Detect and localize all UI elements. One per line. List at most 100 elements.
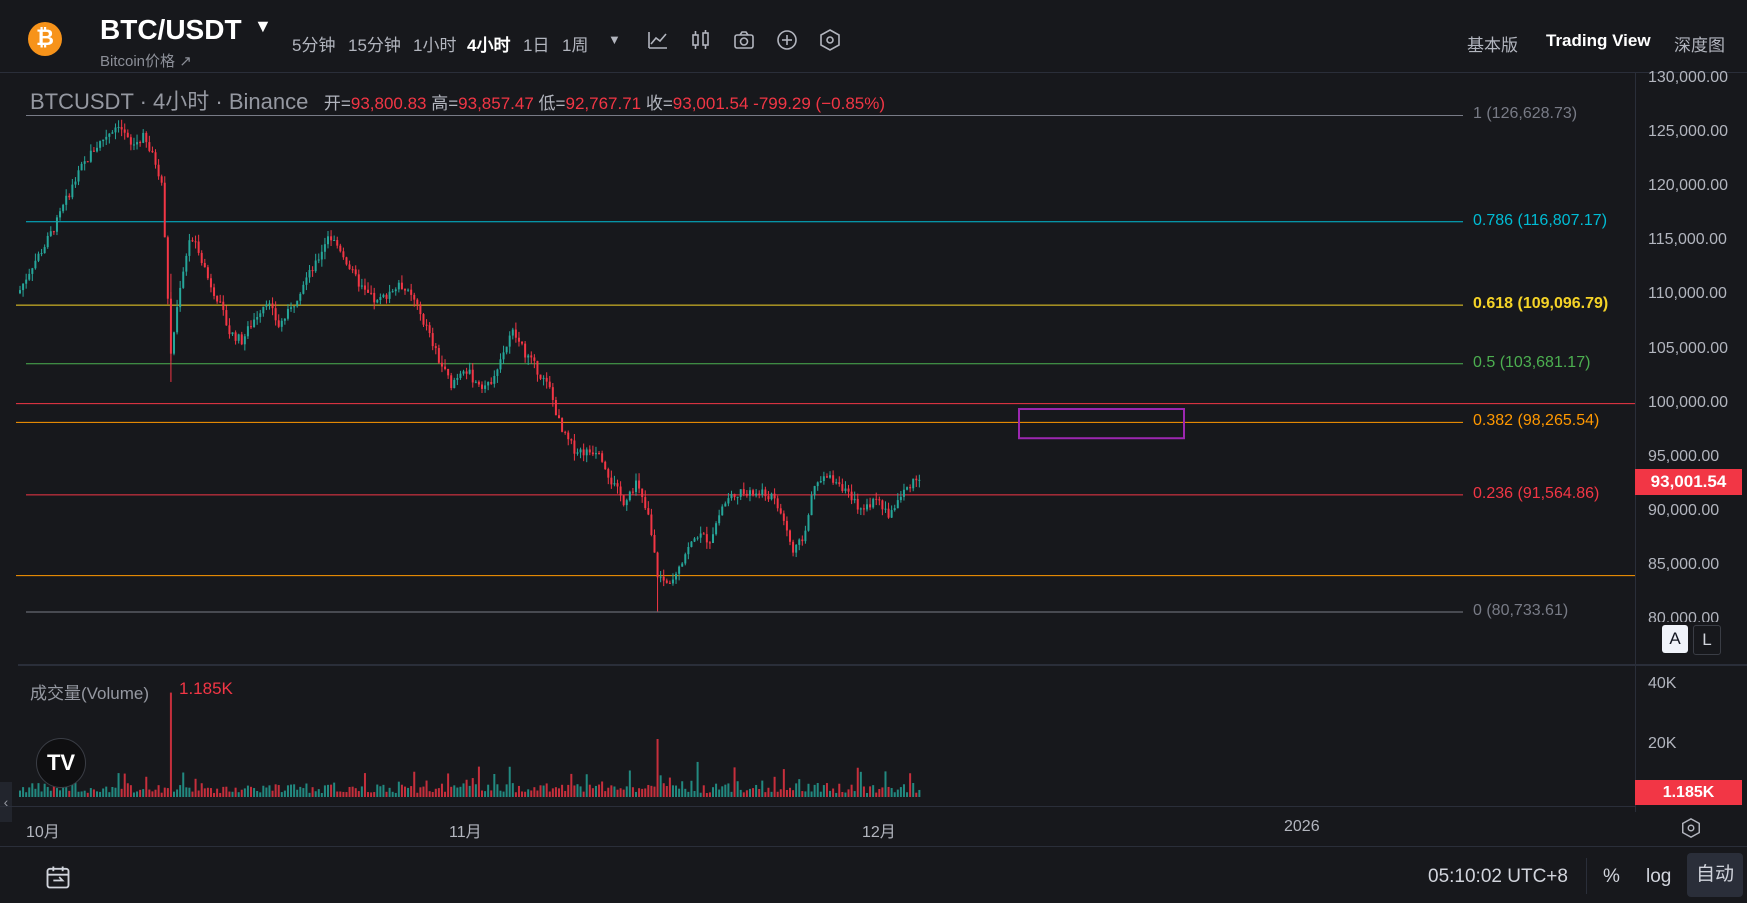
mode-tradingview[interactable]: Trading View [1546, 31, 1651, 50]
candle-body [659, 576, 662, 578]
tradingview-logo-icon[interactable]: TV [36, 738, 86, 788]
volume-bar [804, 791, 807, 797]
timeframe-1d[interactable]: 1日 [523, 36, 550, 55]
timeframe-1h[interactable]: 1小时 [413, 36, 457, 55]
volume-bar [388, 787, 391, 797]
volume-bar [690, 780, 693, 797]
volume-bar [678, 788, 681, 797]
volume-bar [816, 783, 819, 797]
volume-bar [206, 787, 209, 797]
volume-bar [625, 786, 628, 797]
candle-body [856, 498, 859, 510]
candle-body [37, 253, 40, 261]
plus-circle-icon[interactable] [775, 28, 799, 52]
candle-body [598, 453, 601, 455]
candle-body [237, 334, 240, 341]
candle-body [34, 260, 37, 269]
more-timeframes-caret-icon[interactable]: ▼ [608, 32, 621, 47]
chevron-left-icon[interactable]: ‹ [0, 782, 12, 822]
volume-bar [148, 789, 151, 797]
candle-body [99, 141, 102, 148]
candle-body [841, 484, 844, 491]
candle-body [391, 291, 394, 293]
volume-bar [859, 771, 862, 797]
volume-bar [274, 784, 277, 797]
axis-settings-icon[interactable] [1680, 817, 1702, 839]
volume-bar [253, 788, 256, 797]
candlestick-icon[interactable] [689, 28, 713, 52]
bottom-toolbar [0, 846, 1747, 903]
volume-bar [213, 792, 216, 797]
volume-bar [591, 788, 594, 797]
volume-bar [129, 785, 132, 797]
volume-bar [570, 773, 573, 797]
fib-level-label: 0.5 (103,681.17) [1473, 353, 1591, 371]
candle-body [163, 182, 166, 238]
indicator-icon[interactable] [646, 28, 670, 52]
volume-bar [474, 784, 477, 797]
candle-body [542, 377, 545, 379]
timeframe-15m[interactable]: 15分钟 [348, 36, 401, 55]
candle-body [681, 563, 684, 567]
candle-body [333, 240, 336, 242]
utc-clock[interactable]: 05:10:02 UTC+8 [1428, 866, 1568, 887]
volume-bar [490, 790, 493, 797]
candle-body [866, 504, 868, 510]
auto-button[interactable]: 自动 [1687, 853, 1743, 897]
candle-body [853, 498, 856, 501]
caret-down-icon[interactable]: ▼ [254, 16, 272, 36]
auto-scale-button[interactable]: A [1662, 625, 1688, 653]
symbol-subtitle-link[interactable]: Bitcoin价格 ↗ [100, 53, 192, 70]
candle-body [653, 534, 656, 553]
timeframe-5m[interactable]: 5分钟 [292, 36, 336, 55]
candle-body [628, 491, 631, 501]
mode-depth[interactable]: 深度图 [1674, 36, 1725, 55]
candle-body [80, 163, 83, 171]
volume-bar [681, 781, 684, 797]
camera-icon[interactable] [732, 28, 756, 52]
candle-body [705, 534, 708, 543]
volume-bar [351, 786, 354, 797]
timeframe-1w[interactable]: 1周 [562, 36, 589, 55]
volume-badge: 1.185K [1635, 780, 1742, 805]
volume-bar [594, 785, 597, 797]
settings-hex-icon[interactable] [818, 28, 842, 52]
log-scale-button[interactable]: L [1693, 625, 1721, 655]
timeframe-4h[interactable]: 4小时 [467, 36, 511, 55]
volume-bar [838, 783, 841, 797]
candle-body [591, 452, 594, 455]
volume-bar [613, 786, 616, 797]
candle-body [481, 384, 483, 389]
candle-body [644, 497, 647, 509]
volume-bar [231, 791, 234, 797]
symbol-selector[interactable]: BTC/USDT [100, 14, 242, 45]
time-axis[interactable] [0, 806, 1635, 847]
volume-bar [601, 781, 604, 797]
volume-bar [902, 784, 905, 797]
volume-bar [176, 789, 179, 797]
candle-body [887, 508, 890, 518]
candle-body [687, 546, 690, 555]
date-range-icon[interactable] [44, 863, 72, 891]
candle-body [317, 259, 320, 261]
volume-bar [99, 791, 102, 797]
candle-body [28, 273, 31, 280]
volume-bar [397, 781, 400, 797]
volume-bar [59, 790, 62, 797]
volume-bar [862, 786, 865, 797]
volume-bar [246, 785, 249, 797]
candle-body [59, 211, 62, 218]
price-scale[interactable] [1635, 72, 1747, 812]
mode-basic[interactable]: 基本版 [1467, 36, 1518, 55]
price-tick: 85,000.00 [1648, 555, 1720, 573]
candle-body [832, 475, 835, 483]
candle-body [573, 440, 576, 454]
candle-body [25, 279, 28, 284]
volume-bar [785, 789, 788, 797]
percent-scale-button[interactable]: % [1603, 866, 1620, 887]
log-button[interactable]: log [1646, 866, 1672, 887]
chart-canvas[interactable] [0, 72, 1635, 806]
pane-separator[interactable] [18, 664, 1747, 666]
volume-bar [327, 784, 329, 797]
candle-body [712, 534, 714, 544]
